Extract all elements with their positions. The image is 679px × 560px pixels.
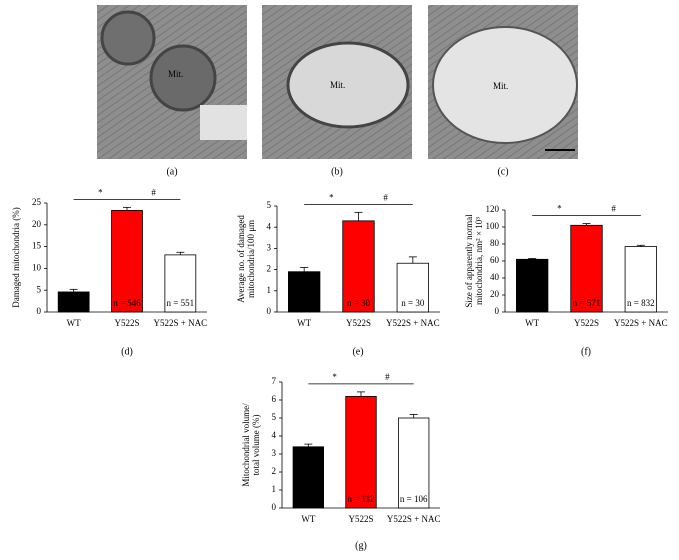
bar <box>624 246 657 313</box>
bar-chart: 0 1 2 3 4 5 Average no. of damaged mitochondria… <box>236 192 440 357</box>
bar <box>57 291 90 313</box>
n-label: n = 106 <box>400 494 428 504</box>
x-tick-label: WT <box>525 318 539 328</box>
x-tick-label: WT <box>67 318 81 328</box>
y-tick-label: 6 <box>272 394 277 404</box>
y-tick-label: 5 <box>267 200 272 210</box>
y-tick-label: 4 <box>272 430 277 440</box>
image-label: Mit. <box>168 69 183 79</box>
bar <box>397 417 430 509</box>
n-label: n = 457 <box>60 298 88 308</box>
y-axis-label: total volume (%) <box>251 415 261 476</box>
x-tick-label: Y522S + NAC <box>154 318 208 328</box>
y-axis-label: Average no. of damaged <box>236 215 246 303</box>
y-tick-label: 0 <box>37 306 42 316</box>
x-tick-label: Y522S + NAC <box>387 514 441 524</box>
bar <box>164 254 197 313</box>
y-axis-label: mitochondria/100 μm <box>246 220 256 298</box>
image-caption: (b) <box>331 166 343 177</box>
significance-mark: # <box>611 204 616 214</box>
y-tick-label: 100 <box>486 221 500 231</box>
significance-mark: # <box>383 192 388 202</box>
panel-label: (g) <box>355 540 367 551</box>
y-tick-label: 1 <box>267 285 272 295</box>
bar-chart: 0 20 40 60 80 100 120 Size of apparently normal… <box>464 204 668 357</box>
bar <box>288 271 321 313</box>
y-tick-label: 25 <box>32 197 42 207</box>
y-tick-label: 5 <box>272 412 277 422</box>
n-label: n = 1552 <box>516 298 548 308</box>
significance-mark: * <box>329 192 334 202</box>
bar-chart: 0 5 10 15 20 25 Damaged mitochondria (%) n = 45… <box>11 187 207 357</box>
panel-label: (e) <box>352 346 363 357</box>
y-tick-label: 120 <box>486 204 500 214</box>
significance-mark: # <box>151 187 156 197</box>
image-b: Mit. (b) <box>262 5 412 177</box>
bar <box>396 262 429 313</box>
y-tick-label: 5 <box>37 284 42 294</box>
y-tick-label: 2 <box>272 466 277 476</box>
x-tick-label: Y522S + NAC <box>614 318 668 328</box>
y-tick-label: 80 <box>490 238 500 248</box>
y-tick-label: 40 <box>490 272 500 282</box>
y-tick-label: 2 <box>267 264 272 274</box>
x-tick-label: Y522S <box>574 318 599 328</box>
y-tick-label: 0 <box>267 306 272 316</box>
n-label: n = 30 <box>401 298 425 308</box>
n-label: n = 551 <box>167 298 195 308</box>
panel-label: (f) <box>581 346 591 357</box>
bar <box>292 446 325 509</box>
y-axis-label: Mitochondrial volume/ <box>241 403 251 487</box>
y-tick-label: 0 <box>495 306 500 316</box>
n-label: n = 546 <box>113 298 141 308</box>
n-label: n = 30 <box>347 298 371 308</box>
n-label: n = 112 <box>347 494 374 504</box>
y-tick-label: 10 <box>32 262 42 272</box>
significance-mark: * <box>98 187 103 197</box>
n-label: n = 832 <box>627 298 655 308</box>
y-tick-label: 15 <box>32 241 42 251</box>
y-tick-label: 7 <box>272 376 277 386</box>
n-label: n = 30 <box>293 298 317 308</box>
y-tick-label: 20 <box>32 219 42 229</box>
bar <box>570 224 603 313</box>
y-tick-label: 4 <box>267 221 272 231</box>
x-tick-label: WT <box>301 514 315 524</box>
bar-chart: 0 1 2 3 4 5 6 7 Mitochondrial volume/total volum… <box>241 372 440 551</box>
image-label: Mit. <box>330 80 345 90</box>
y-tick-label: 20 <box>490 289 500 299</box>
y-tick-label: 1 <box>272 484 277 494</box>
n-label: n = 80 <box>297 494 321 504</box>
significance-mark: * <box>332 372 337 382</box>
x-tick-label: Y522S <box>114 318 139 328</box>
image-caption: (c) <box>497 166 508 177</box>
image-c: Mit. (c) <box>428 5 578 177</box>
image-a: Mit. (a) <box>97 5 247 177</box>
y-tick-label: 0 <box>272 502 277 512</box>
x-tick-label: Y522S <box>348 514 373 524</box>
image-label: Mit. <box>493 81 508 91</box>
panel-label: (d) <box>121 346 133 357</box>
y-tick-label: 3 <box>272 448 277 458</box>
n-label: n = 571 <box>573 298 601 308</box>
x-tick-label: Y522S + NAC <box>386 318 440 328</box>
bar <box>345 395 377 509</box>
x-tick-label: WT <box>297 318 311 328</box>
y-axis-label: Size of apparently normal <box>464 214 474 308</box>
y-axis-label: mitochondria, nm² × 10³ <box>474 217 484 305</box>
bar <box>111 210 143 313</box>
x-tick-label: Y522S <box>346 318 371 328</box>
y-axis-label: Damaged mitochondria (%) <box>11 207 21 307</box>
bar <box>516 258 549 313</box>
significance-mark: # <box>385 372 390 382</box>
significance-mark: * <box>557 204 562 214</box>
bar <box>342 220 375 313</box>
image-caption: (a) <box>166 166 177 177</box>
y-tick-label: 3 <box>267 242 272 252</box>
y-tick-label: 60 <box>490 255 500 265</box>
